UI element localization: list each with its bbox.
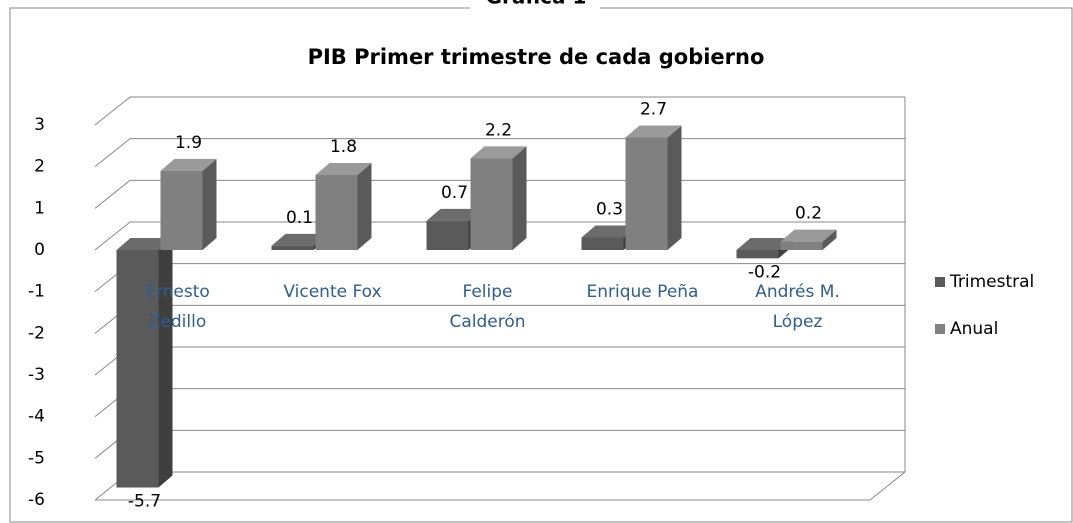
data-label: 2.2	[485, 120, 512, 140]
grid-line	[94, 471, 905, 501]
data-label: 2.7	[640, 100, 667, 120]
floor-edge	[95, 471, 906, 501]
x-tick-label: Felipe Calderón	[449, 282, 526, 332]
bar-top	[271, 233, 328, 246]
y-tick-label: -3	[28, 365, 45, 385]
bar	[426, 220, 469, 250]
data-label: 0.1	[286, 208, 313, 228]
bar-side	[512, 146, 527, 250]
grid-line	[94, 429, 905, 459]
x-tick-label: Vicente Fox	[283, 282, 382, 302]
bar-top	[116, 238, 173, 250]
bar-top	[780, 229, 837, 242]
y-tick-label: -6	[28, 490, 45, 510]
chart-title: PIB Primer trimestre de cada gobierno	[308, 45, 765, 69]
legend-label: Trimestral	[949, 272, 1034, 292]
bar	[160, 170, 203, 250]
data-label: 0.3	[596, 200, 623, 220]
heading-bg	[470, 0, 600, 10]
y-tick-label: 1	[34, 198, 45, 218]
data-label: -5.7	[128, 492, 161, 512]
bar-top	[736, 238, 793, 250]
legend-swatch	[935, 277, 945, 287]
y-tick-label: -4	[28, 407, 45, 427]
grid-line	[94, 96, 905, 126]
data-label: 0.2	[795, 204, 822, 224]
bar-top	[625, 125, 682, 138]
x-tick-label: Ernesto Zedillo	[145, 282, 210, 332]
bar-top	[426, 208, 483, 221]
legend-label: Anual	[950, 319, 998, 339]
grid-line	[94, 346, 905, 376]
legend-swatch	[935, 324, 945, 334]
bar-top	[581, 225, 638, 238]
bar-top	[470, 146, 527, 159]
data-label: -0.2	[748, 262, 781, 282]
grid-line	[94, 388, 905, 418]
bar	[315, 175, 358, 250]
y-tick-label: 0	[34, 240, 45, 260]
bar	[581, 237, 624, 250]
data-label: 0.7	[441, 183, 468, 203]
bar-top	[315, 163, 372, 175]
y-tick-label: 2	[34, 157, 45, 177]
x-tick-label: Enrique Peña	[586, 282, 699, 302]
bar	[780, 241, 823, 250]
bar-side	[822, 229, 837, 250]
bar	[470, 158, 513, 250]
bar-side	[158, 238, 173, 488]
bar-top	[160, 158, 217, 171]
data-label: 1.8	[330, 137, 357, 157]
heading: Gráfica 1	[486, 0, 587, 9]
bar-side	[202, 158, 217, 250]
bar	[736, 250, 779, 259]
x-tick-label: Andrés M. López	[755, 282, 840, 332]
bar	[271, 245, 314, 250]
y-tick-label: -5	[28, 448, 45, 468]
bar-side	[667, 125, 682, 250]
y-tick-label: -2	[28, 323, 45, 343]
bar	[625, 137, 668, 250]
bar	[116, 250, 159, 488]
bar-side	[357, 163, 372, 250]
y-tick-label: 3	[34, 115, 45, 135]
y-tick-label: -1	[28, 282, 45, 302]
data-label: 1.9	[175, 133, 202, 153]
